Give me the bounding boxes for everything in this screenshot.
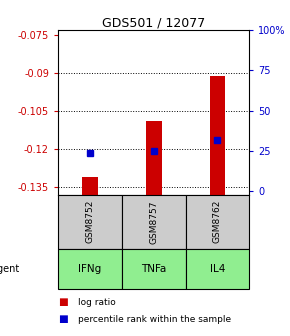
Text: IFNg: IFNg [78,264,102,274]
Text: IL4: IL4 [210,264,225,274]
Bar [186,195,249,249]
Bar [209,76,225,195]
Text: GSM8752: GSM8752 [85,200,95,244]
Title: GDS501 / 12077: GDS501 / 12077 [102,16,205,29]
Text: GSM8762: GSM8762 [213,200,222,244]
Bar [58,195,122,249]
Bar [186,249,249,289]
Text: GSM8757: GSM8757 [149,200,158,244]
Text: TNFa: TNFa [141,264,166,274]
Bar [122,195,186,249]
Text: percentile rank within the sample: percentile rank within the sample [78,315,231,324]
Bar [82,177,98,195]
Text: ■: ■ [58,297,68,307]
Text: ■: ■ [58,314,68,324]
Text: log ratio: log ratio [78,298,116,307]
Bar [58,249,122,289]
Bar [122,249,186,289]
Text: agent: agent [0,264,20,274]
Bar [146,121,162,195]
